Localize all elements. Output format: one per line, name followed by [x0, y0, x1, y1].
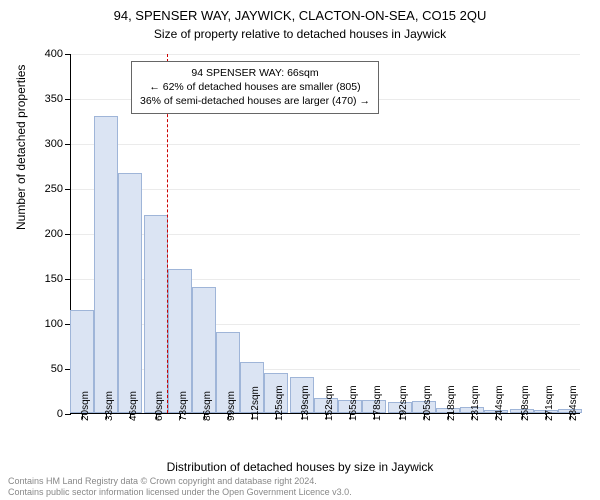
footer-attribution: Contains HM Land Registry data © Crown c…	[8, 476, 352, 498]
x-tick-label: 231sqm	[470, 385, 481, 421]
y-tick-label: 350	[45, 93, 63, 105]
y-tick-label: 300	[45, 138, 63, 150]
x-tick-label: 86sqm	[202, 391, 213, 421]
histogram-bar	[118, 173, 142, 413]
y-tick	[65, 189, 71, 190]
x-tick-label: 139sqm	[300, 385, 311, 421]
annotation-line: 94 SPENSER WAY: 66sqm	[140, 66, 370, 80]
x-tick-label: 20sqm	[80, 391, 91, 421]
y-tick	[65, 99, 71, 100]
x-tick-label: 178sqm	[372, 385, 383, 421]
x-tick-label: 284sqm	[568, 385, 579, 421]
y-tick	[65, 279, 71, 280]
x-tick-label: 258sqm	[520, 385, 531, 421]
footer-line2: Contains public sector information licen…	[8, 487, 352, 498]
x-tick-label: 165sqm	[348, 385, 359, 421]
x-tick-label: 244sqm	[494, 385, 505, 421]
y-tick-label: 50	[51, 363, 63, 375]
y-tick-label: 200	[45, 228, 63, 240]
annotation-line: ← 62% of detached houses are smaller (80…	[140, 80, 370, 94]
y-tick-label: 150	[45, 273, 63, 285]
x-tick-label: 46sqm	[128, 391, 139, 421]
x-tick-label: 73sqm	[178, 391, 189, 421]
x-tick-label: 33sqm	[104, 391, 115, 421]
footer-line1: Contains HM Land Registry data © Crown c…	[8, 476, 352, 487]
y-tick	[65, 54, 71, 55]
x-tick-label: 271sqm	[544, 385, 555, 421]
y-tick-label: 400	[45, 48, 63, 60]
grid-line	[71, 144, 580, 145]
x-tick-label: 218sqm	[446, 385, 457, 421]
x-tick-label: 60sqm	[154, 391, 165, 421]
x-tick-label: 99sqm	[226, 391, 237, 421]
y-tick	[65, 144, 71, 145]
chart-area: 05010015020025030035040020sqm33sqm46sqm6…	[70, 54, 580, 414]
y-tick	[65, 234, 71, 235]
x-tick-label: 192sqm	[398, 385, 409, 421]
annotation-line: 36% of semi-detached houses are larger (…	[140, 94, 370, 108]
annotation-box: 94 SPENSER WAY: 66sqm← 62% of detached h…	[131, 61, 379, 114]
page-title: 94, SPENSER WAY, JAYWICK, CLACTON-ON-SEA…	[0, 0, 600, 23]
x-axis-title: Distribution of detached houses by size …	[0, 460, 600, 474]
x-tick-label: 125sqm	[274, 385, 285, 421]
grid-line	[71, 189, 580, 190]
y-tick-label: 250	[45, 183, 63, 195]
histogram-bar	[144, 215, 168, 413]
y-axis-title: Number of detached properties	[14, 65, 28, 230]
grid-line	[71, 54, 580, 55]
x-tick-label: 152sqm	[324, 385, 335, 421]
x-tick-label: 205sqm	[422, 385, 433, 421]
page-subtitle: Size of property relative to detached ho…	[0, 23, 600, 41]
y-tick-label: 100	[45, 318, 63, 330]
plot-region: 05010015020025030035040020sqm33sqm46sqm6…	[70, 54, 580, 414]
y-tick	[65, 414, 71, 415]
y-tick-label: 0	[57, 408, 63, 420]
x-tick-label: 112sqm	[250, 386, 261, 421]
histogram-bar	[94, 116, 118, 413]
